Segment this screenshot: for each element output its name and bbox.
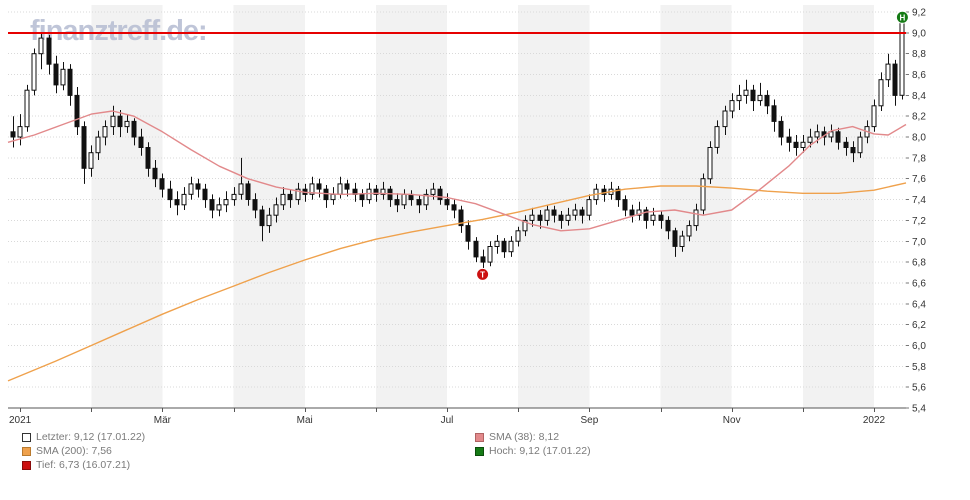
svg-text:H: H [900,13,906,22]
svg-text:5,6: 5,6 [912,383,926,394]
svg-text:6,6: 6,6 [912,278,926,289]
legend-item-tief: Tief: 6,73 (16.07.21) [22,459,145,472]
svg-text:8,2: 8,2 [912,112,926,123]
svg-text:Mai: Mai [297,415,313,426]
x-axis-labels: 2021 Mär Mai Jul Sep Nov 2022 [9,408,886,426]
svg-text:Nov: Nov [723,415,741,426]
low-marker: T [476,267,490,281]
legend-label-letzter: Letzter: 9,12 (17.01.22) [36,431,146,443]
svg-text:6,0: 6,0 [912,341,926,352]
svg-text:9,2: 9,2 [912,8,926,19]
svg-text:8,6: 8,6 [912,70,926,81]
legend-label-sma200: SMA (200): 7,56 [36,445,112,457]
svg-text:7,0: 7,0 [912,237,926,248]
svg-text:8,4: 8,4 [912,91,926,102]
svg-text:5,8: 5,8 [912,362,926,373]
svg-text:7,4: 7,4 [912,195,926,206]
svg-text:Mär: Mär [154,415,172,426]
legend-label-hoch: Hoch: 9,12 (17.01.22) [489,445,591,457]
legend-swatch-hoch [475,447,484,456]
legend-item-sma38: SMA (38): 8,12 [475,431,591,444]
legend-column-2: SMA (38): 8,12 Hoch: 9,12 (17.01.22) [475,431,591,459]
svg-text:2021: 2021 [9,415,32,426]
legend-swatch-letzter [22,433,31,442]
svg-text:9,0: 9,0 [912,28,926,39]
y-axis-labels: 9,2 9,0 8,8 8,6 8,4 8,2 8,0 7,8 7,6 7,4 7,2 7,0 6,8 6… [906,8,926,415]
legend-column-1: Letzter: 9,12 (17.01.22) SMA (200): 7,56… [22,431,145,473]
legend-item-sma200: SMA (200): 7,56 [22,445,145,458]
svg-text:8,8: 8,8 [912,49,926,60]
svg-text:7,8: 7,8 [912,153,926,164]
svg-text:Jul: Jul [441,415,454,426]
legend-item-hoch: Hoch: 9,12 (17.01.22) [475,445,591,458]
legend-item-letzter: Letzter: 9,12 (17.01.22) [22,431,145,444]
legend-label-sma38: SMA (38): 8,12 [489,431,560,443]
high-marker: H [895,10,909,24]
legend-swatch-sma200 [22,447,31,456]
sma200-line [7,182,907,382]
svg-text:2022: 2022 [863,415,886,426]
svg-text:6,2: 6,2 [912,320,926,331]
chart-legend: Letzter: 9,12 (17.01.22) SMA (200): 7,56… [0,431,970,479]
svg-text:Sep: Sep [581,415,599,426]
legend-swatch-sma38 [475,433,484,442]
chart-main-layer: 9,2 9,0 8,8 8,6 8,4 8,2 8,0 7,8 7,6 7,4 7,2 7,0 6,8 6… [7,8,926,426]
sma38-line [7,110,907,232]
candles-layer [10,19,905,270]
legend-swatch-tief [22,461,31,470]
legend-label-tief: Tief: 6,73 (16.07.21) [36,459,131,471]
svg-text:8,0: 8,0 [912,133,926,144]
price-chart: finanztreff.de: 9,2 9,0 8,8 8,6 8,4 8,2 8,0 7,8… [7,5,926,426]
watermark-logo: finanztreff.de: [30,15,207,47]
svg-text:T: T [480,270,485,279]
svg-text:6,8: 6,8 [912,258,926,269]
svg-text:7,2: 7,2 [912,216,926,227]
svg-text:6,4: 6,4 [912,299,926,310]
svg-text:7,6: 7,6 [912,174,926,185]
svg-text:5,4: 5,4 [912,404,926,415]
